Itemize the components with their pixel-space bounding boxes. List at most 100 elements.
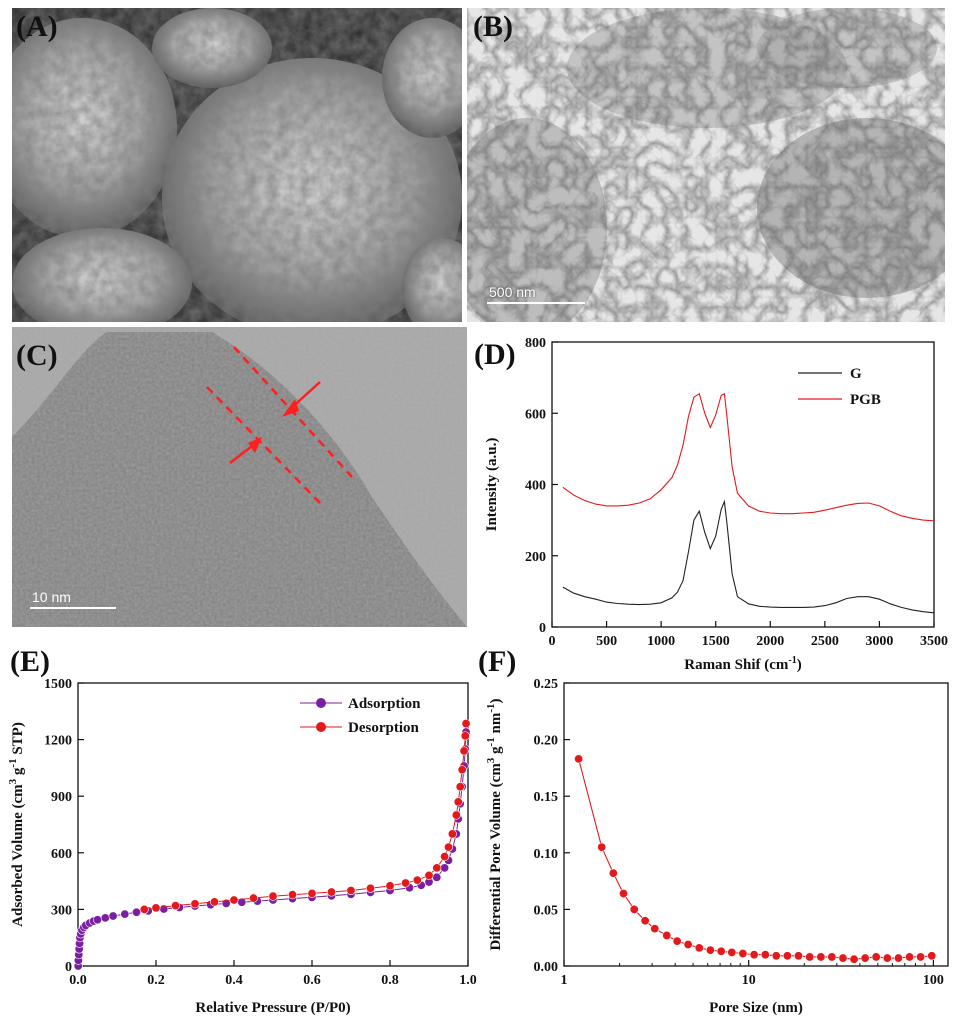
data-point: [860, 953, 870, 963]
x-tick-label: 0.0: [69, 973, 87, 988]
tem-micrograph: [467, 8, 945, 322]
x-tick-label: 2000: [756, 634, 784, 649]
panel-c-label: (C): [16, 339, 58, 372]
x-tick-label: 2500: [811, 634, 839, 649]
x-tick-label: 3000: [865, 634, 893, 649]
x-tick-label: 500: [596, 634, 617, 649]
data-point: [287, 890, 297, 900]
data-point: [893, 953, 903, 963]
data-point: [307, 888, 317, 898]
panel-b-label: (B): [473, 10, 513, 43]
panel-f-pore-chart: 1 10 100 0.00 0.05 0.10 0.15 0.20 0.25 Pore Size …: [478, 645, 957, 1024]
legend-label-adsorption: Adsorption: [348, 696, 421, 712]
legend-marker-desorption: [316, 722, 326, 732]
x-tick-label: 1: [561, 973, 568, 988]
data-point: [412, 875, 422, 885]
panel-c-hrtem-image: (C) 10 nm: [12, 327, 467, 627]
data-point: [683, 939, 693, 949]
plot-frame: [551, 341, 935, 628]
data-point: [460, 731, 470, 741]
data-point: [838, 953, 848, 963]
y-tick-label: 0.00: [534, 960, 559, 975]
data-point: [650, 924, 660, 934]
y-tick-label: 0: [539, 621, 546, 636]
panel-c-scalebar: [30, 607, 116, 609]
data-point: [455, 782, 465, 792]
data-point: [871, 952, 881, 962]
data-point: [326, 887, 336, 897]
data-point: [574, 754, 584, 764]
data-point: [771, 951, 781, 961]
y-axis-label: Adsorbed Volume (cm3 g-1 STP): [7, 722, 26, 927]
hrtem-micrograph: [12, 327, 467, 627]
data-point: [229, 895, 239, 905]
arrow-head-top: [282, 399, 299, 417]
data-point: [461, 719, 471, 729]
data-point: [816, 952, 826, 962]
arrow-head-bottom: [248, 437, 262, 453]
data-point: [139, 904, 149, 914]
y-tick-label: 300: [51, 903, 72, 918]
data-point: [93, 915, 103, 925]
x-tick-label: 0.8: [381, 973, 399, 988]
panel-c-scalebar-label: 10 nm: [32, 589, 71, 605]
x-tick-label: 10: [742, 973, 756, 988]
panel-b-scalebar: [487, 302, 585, 304]
data-point: [432, 872, 442, 882]
y-tick-label: 0.25: [534, 677, 559, 692]
data-point: [738, 949, 748, 959]
data-point: [453, 797, 463, 807]
data-point: [100, 913, 110, 923]
x-tick-label: 1500: [702, 634, 730, 649]
legend-label-pgb: PGB: [850, 392, 881, 408]
x-axis-label: Relative Pressure (P/P0): [195, 1000, 350, 1016]
y-axis-label: Intensity (a.u.): [484, 438, 500, 532]
data-point: [451, 810, 461, 820]
data-point: [424, 870, 434, 880]
data-point: [805, 952, 815, 962]
pore-size-svg: 1 10 100 0.00 0.05 0.10 0.15 0.20 0.25 Pore Size …: [485, 677, 949, 1016]
y-tick-label: 600: [51, 847, 72, 862]
data-point: [882, 953, 892, 963]
data-point: [749, 950, 759, 960]
x-axis-label: Raman Shif (cm-1): [684, 655, 802, 673]
panel-d-label: (D): [474, 338, 516, 371]
data-point: [662, 930, 672, 940]
y-tick-label: 400: [525, 479, 546, 494]
y-tick-label: 200: [525, 550, 546, 565]
x-tick-label: 0.4: [225, 973, 243, 988]
data-point: [672, 936, 682, 946]
panel-f-label: (F): [478, 645, 517, 678]
data-point: [727, 947, 737, 957]
data-point: [120, 909, 130, 919]
series-line-data: [578, 758, 932, 960]
x-tick-label: 0.6: [303, 973, 321, 988]
y-tick-label: 600: [525, 407, 546, 422]
data-point: [443, 842, 453, 852]
panel-b-scalebar-label: 500 nm: [489, 284, 536, 300]
data-point: [457, 765, 467, 775]
y-tick-label: 0.15: [534, 790, 559, 805]
data-point: [608, 868, 618, 878]
data-point: [440, 863, 450, 873]
data-point: [793, 951, 803, 961]
series-line-g: [562, 499, 935, 614]
data-point: [132, 907, 142, 917]
data-point: [268, 891, 278, 901]
data-point: [401, 878, 411, 888]
x-tick-label: 0: [549, 634, 556, 649]
data-point: [249, 893, 259, 903]
data-point: [716, 946, 726, 956]
raman-spectrum-svg: 0 500 1000 1500 2000 2500 3000 3500 0 200 400 600 80…: [484, 336, 948, 673]
series-line-pgb: [562, 392, 935, 522]
data-point: [827, 952, 837, 962]
data-point: [346, 886, 356, 896]
panel-e-label: (E): [10, 645, 50, 678]
y-tick-label: 0.20: [534, 734, 559, 749]
sem-micrograph: [12, 8, 462, 322]
data-point: [171, 901, 181, 911]
plot-frame: [77, 682, 469, 967]
data-point: [190, 899, 200, 909]
x-tick-label: 0.2: [147, 973, 165, 988]
data-point: [849, 954, 859, 964]
